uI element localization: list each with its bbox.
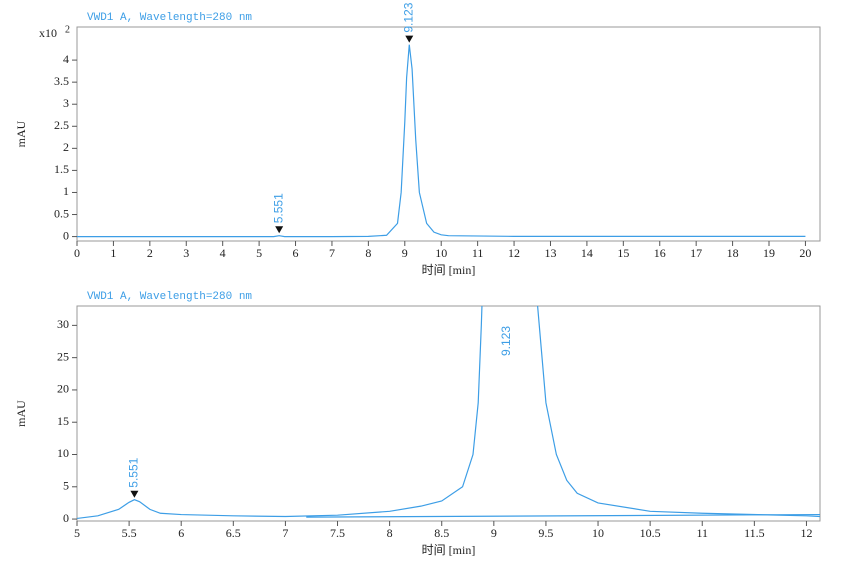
x-tick-label: 4 — [220, 246, 226, 260]
y-tick-label: 15 — [57, 414, 69, 428]
x-tick-label: 11 — [696, 526, 708, 540]
y-tick-label: 5 — [63, 479, 69, 493]
x-tick-label: 11.5 — [744, 526, 765, 540]
peak-marker — [275, 226, 284, 234]
x-tick-label: 20 — [799, 246, 811, 260]
x-tick-label: 5 — [256, 246, 262, 260]
y-tick-label: 4 — [63, 52, 69, 66]
x-tick-label: 14 — [581, 246, 593, 260]
x-tick-label: 7 — [282, 526, 288, 540]
x-tick-label: 13 — [544, 246, 556, 260]
x-tick-label: 12 — [508, 246, 520, 260]
y-tick-label: 20 — [57, 382, 69, 396]
y-tick-label: 0.5 — [54, 206, 69, 220]
trace — [77, 44, 806, 238]
x-tick-label: 3 — [183, 246, 189, 260]
y-tick-label: 3.5 — [54, 74, 69, 88]
x-tick-label: 6 — [293, 246, 299, 260]
y-tick-label: 1 — [63, 184, 69, 198]
x-tick-label: 6 — [178, 526, 184, 540]
y-tick-label: 0 — [63, 228, 69, 242]
x-tick-label: 11 — [472, 246, 484, 260]
y-tick-label: 3 — [63, 96, 69, 110]
chart: VWD1 A, Wavelength=280 nm0 1 2 3 4 5 6 7 8 9 10 11 1… — [14, 2, 821, 277]
x-tick-label: 18 — [727, 246, 739, 260]
x-tick-label: 7 — [329, 246, 335, 260]
plot-frame — [76, 305, 821, 522]
x-tick-label: 17 — [690, 246, 702, 260]
peak-label: 5.551 — [127, 457, 141, 487]
x-tick-label: 15 — [617, 246, 629, 260]
y-tick-label: 1.5 — [54, 162, 69, 176]
peak-marker — [405, 35, 414, 43]
trace — [306, 513, 820, 518]
x-tick-label: 8 — [365, 246, 371, 260]
y-exponent: 2 — [65, 24, 70, 35]
y-tick-label: 25 — [57, 349, 69, 363]
peak-label: 9.123 — [499, 326, 513, 356]
x-tick-label: 2 — [147, 246, 153, 260]
x-tick-label: 5 — [74, 526, 80, 540]
x-tick-label: 10 — [592, 526, 604, 540]
x-tick-label: 0 — [74, 246, 80, 260]
chart: VWD1 A, Wavelength=280 nm 5 5.5 6 6.5 7 7.5 8 8.… — [14, 291, 821, 557]
x-tick-label: 9 — [402, 246, 408, 260]
chart-title: VWD1 A, Wavelength=280 nm — [87, 291, 252, 303]
x-tick-label: 1 — [110, 246, 116, 260]
peak-label: 5.551 — [271, 193, 285, 223]
x-tick-label: 7.5 — [330, 526, 345, 540]
y-tick-label: 0 — [63, 511, 69, 525]
x-tick-label: 10.5 — [640, 526, 661, 540]
trace — [77, 306, 820, 520]
y-axis-label: mAU — [14, 400, 28, 427]
x-tick-label: 16 — [654, 246, 666, 260]
chart-title: VWD1 A, Wavelength=280 nm — [87, 12, 252, 24]
x-tick-label: 8.5 — [434, 526, 449, 540]
x-tick-label: 9 — [491, 526, 497, 540]
peak-marker — [130, 490, 139, 498]
x-axis-label: 时间 [min] — [422, 543, 476, 557]
y-axis-label: mAU — [14, 120, 28, 147]
x-tick-label: 9.5 — [538, 526, 553, 540]
y-tick-label: 2 — [63, 140, 69, 154]
plot-frame — [76, 26, 821, 242]
y-tick-label: 10 — [57, 446, 69, 460]
x-tick-label: 6.5 — [226, 526, 241, 540]
peak-label: 9.123 — [401, 2, 415, 32]
x-tick-label: 19 — [763, 246, 775, 260]
x-tick-label: 5.5 — [122, 526, 137, 540]
x-tick-label: 12 — [800, 526, 812, 540]
x-tick-label: 10 — [435, 246, 447, 260]
y-multiplier: x10 — [39, 26, 57, 40]
y-tick-label: 30 — [57, 317, 69, 331]
x-tick-label: 8 — [387, 526, 393, 540]
y-tick-label: 2.5 — [54, 118, 69, 132]
x-axis-label: 时间 [min] — [422, 263, 476, 277]
